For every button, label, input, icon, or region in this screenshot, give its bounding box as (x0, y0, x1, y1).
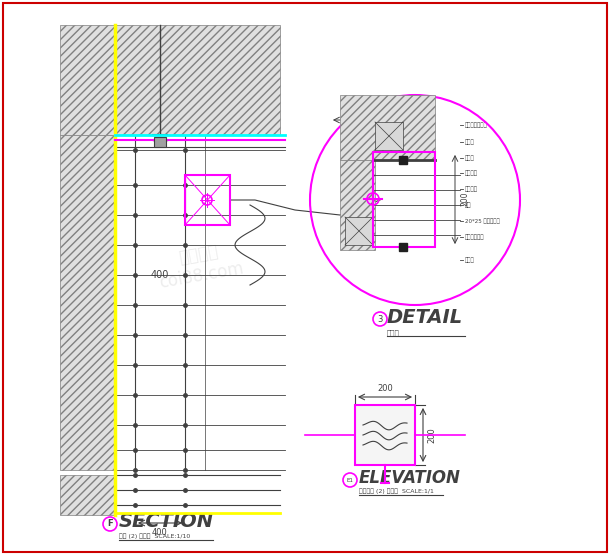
Bar (399, 156, 407, 164)
Bar (345, 217, 373, 245)
Text: SECTION: SECTION (119, 512, 214, 531)
Bar (154, 137, 166, 147)
Bar (340, 160, 375, 250)
Text: DETAIL: DETAIL (387, 308, 463, 327)
Text: 红工条: 红工条 (465, 139, 475, 145)
Text: 大样图: 大样图 (387, 329, 400, 336)
Bar (60, 25, 280, 135)
Text: 三夹板: 三夹板 (465, 155, 475, 161)
Bar (399, 243, 407, 251)
Text: 400: 400 (152, 528, 168, 537)
Text: F: F (107, 519, 113, 528)
Text: 400: 400 (151, 270, 169, 280)
Bar (375, 122, 403, 150)
Text: 龙骨条: 龙骨条 (465, 257, 475, 263)
Bar (185, 175, 230, 225)
Text: 20*25 木木板制刊: 20*25 木木板制刊 (465, 218, 500, 224)
Text: 龙骨: 龙骨 (465, 202, 472, 208)
Bar (60, 135, 115, 470)
Bar (355, 405, 415, 465)
Text: 150: 150 (344, 108, 358, 117)
Text: 镀锌水泥钢筋: 镀锌水泥钢筋 (465, 234, 484, 240)
Bar (340, 95, 435, 160)
Text: 楼板 (2) 剖面图  SCALE:1/10: 楼板 (2) 剖面图 SCALE:1/10 (119, 533, 190, 539)
Text: 3: 3 (378, 315, 382, 324)
Text: 硅胶胶封: 硅胶胶封 (465, 170, 478, 176)
Text: E1: E1 (346, 477, 353, 482)
Text: 二层楼板 (2) 立面图  SCALE:1/1: 二层楼板 (2) 立面图 SCALE:1/1 (359, 488, 434, 494)
Bar (373, 152, 435, 247)
Text: 镀锌水泥钢筋板: 镀锌水泥钢筋板 (465, 122, 488, 128)
Bar (60, 475, 115, 515)
Text: 土木在线
coi88.com: 土木在线 coi88.com (154, 239, 246, 291)
Text: ELEVATION: ELEVATION (359, 469, 461, 487)
Text: 200: 200 (377, 384, 393, 393)
Text: 200: 200 (460, 191, 469, 206)
Text: 200: 200 (427, 427, 436, 443)
Text: 下能打压: 下能打压 (465, 186, 478, 192)
